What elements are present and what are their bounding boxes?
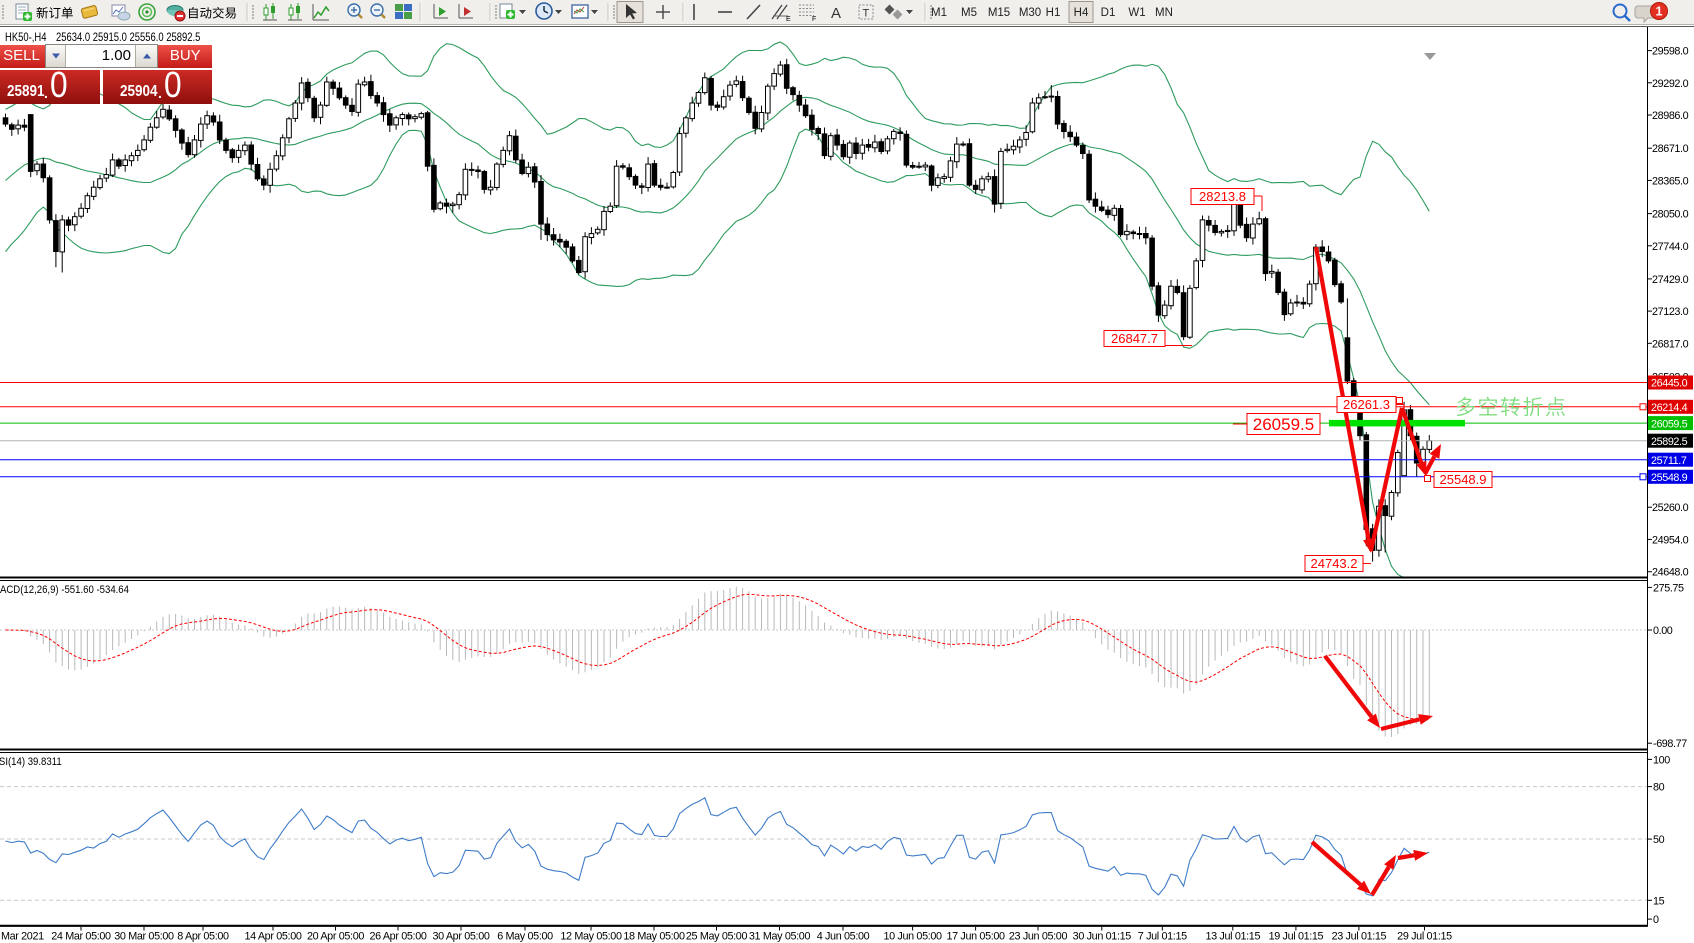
svg-text:24743.2: 24743.2: [1311, 556, 1358, 571]
svg-text:1: 1: [1656, 5, 1663, 19]
svg-text:100: 100: [1653, 754, 1670, 766]
svg-text:F: F: [812, 16, 816, 23]
svg-text:25892.5: 25892.5: [1651, 436, 1688, 448]
svg-text:24954.0: 24954.0: [1652, 534, 1689, 546]
svg-text:25 May 05:00: 25 May 05:00: [686, 931, 748, 943]
svg-text:30 Jun 01:15: 30 Jun 01:15: [1073, 931, 1132, 943]
svg-text:26445.0: 26445.0: [1651, 378, 1688, 390]
svg-text:0.00: 0.00: [1653, 625, 1673, 637]
svg-text:14 Apr 05:00: 14 Apr 05:00: [244, 931, 301, 943]
svg-text:MN: MN: [1155, 7, 1173, 19]
svg-text:31 May 05:00: 31 May 05:00: [749, 931, 811, 943]
svg-text:26059.5: 26059.5: [1253, 415, 1314, 434]
svg-text:15: 15: [1653, 895, 1665, 907]
svg-text:25260.0: 25260.0: [1652, 502, 1689, 514]
svg-text:26214.4: 26214.4: [1651, 402, 1688, 414]
svg-text:26059.5: 26059.5: [1651, 418, 1688, 430]
svg-text:T: T: [863, 8, 870, 20]
svg-text:80: 80: [1653, 782, 1665, 794]
svg-text:275.75: 275.75: [1653, 582, 1684, 594]
svg-text:29292.0: 29292.0: [1652, 78, 1689, 90]
svg-text:20 Apr 05:00: 20 Apr 05:00: [307, 931, 364, 943]
svg-text:30 Mar 05:00: 30 Mar 05:00: [114, 931, 174, 943]
svg-text:W1: W1: [1128, 7, 1145, 19]
svg-text:RSI(14) 39.8311: RSI(14) 39.8311: [0, 756, 62, 768]
svg-text:0: 0: [1653, 914, 1659, 926]
svg-text:23 Jul 01:15: 23 Jul 01:15: [1332, 931, 1387, 943]
svg-text:23 Jun 05:00: 23 Jun 05:00: [1009, 931, 1068, 943]
svg-text:12 May 05:00: 12 May 05:00: [560, 931, 622, 943]
svg-text:27123.0: 27123.0: [1652, 306, 1689, 318]
svg-text:18 May 05:00: 18 May 05:00: [623, 931, 685, 943]
svg-text:28986.0: 28986.0: [1652, 110, 1689, 122]
svg-text:MACD(12,26,9) -551.60 -534.64: MACD(12,26,9) -551.60 -534.64: [0, 584, 129, 596]
svg-text:18 Mar 2021: 18 Mar 2021: [0, 931, 44, 943]
svg-text:6 May 05:00: 6 May 05:00: [497, 931, 553, 943]
svg-text:13 Jul 01:15: 13 Jul 01:15: [1205, 931, 1260, 943]
svg-text:27429.0: 27429.0: [1652, 274, 1689, 286]
svg-text:28213.8: 28213.8: [1199, 189, 1246, 204]
svg-text:A: A: [831, 5, 841, 22]
svg-text:28365.0: 28365.0: [1652, 175, 1689, 187]
svg-text:26847.7: 26847.7: [1111, 331, 1158, 346]
svg-text:50: 50: [1653, 834, 1665, 846]
svg-text:8 Apr 05:00: 8 Apr 05:00: [177, 931, 229, 943]
svg-text:4 Jun 05:00: 4 Jun 05:00: [817, 931, 870, 943]
svg-text:30 Apr 05:00: 30 Apr 05:00: [432, 931, 489, 943]
svg-text:19 Jul 01:15: 19 Jul 01:15: [1269, 931, 1324, 943]
svg-text:M30: M30: [1019, 7, 1041, 19]
svg-text:M1: M1: [931, 7, 947, 19]
svg-text:M15: M15: [988, 7, 1010, 19]
svg-text:H1: H1: [1046, 7, 1061, 19]
svg-text:25548.9: 25548.9: [1440, 472, 1487, 487]
svg-text:24 Mar 05:00: 24 Mar 05:00: [51, 931, 111, 943]
svg-text:29 Jul 01:15: 29 Jul 01:15: [1397, 931, 1452, 943]
svg-text:25548.9: 25548.9: [1651, 472, 1688, 484]
svg-text:24648.0: 24648.0: [1652, 567, 1689, 579]
svg-text:28671.0: 28671.0: [1652, 143, 1689, 155]
svg-text:26 Apr 05:00: 26 Apr 05:00: [369, 931, 426, 943]
svg-text:25711.7: 25711.7: [1651, 455, 1687, 467]
svg-text:7 Jul 01:15: 7 Jul 01:15: [1138, 931, 1187, 943]
svg-text:M5: M5: [961, 7, 977, 19]
svg-text:28050.0: 28050.0: [1652, 209, 1689, 221]
svg-text:E: E: [786, 16, 791, 23]
svg-text:26817.0: 26817.0: [1652, 338, 1689, 350]
svg-text:H4: H4: [1074, 7, 1089, 19]
svg-text:27744.0: 27744.0: [1652, 241, 1689, 253]
svg-text:-698.77: -698.77: [1653, 738, 1687, 750]
svg-text:29598.0: 29598.0: [1652, 46, 1689, 58]
svg-text:10 Jun 05:00: 10 Jun 05:00: [883, 931, 942, 943]
svg-text:26261.3: 26261.3: [1343, 397, 1390, 412]
svg-text:17 Jun 05:00: 17 Jun 05:00: [946, 931, 1005, 943]
svg-text:D1: D1: [1101, 7, 1116, 19]
